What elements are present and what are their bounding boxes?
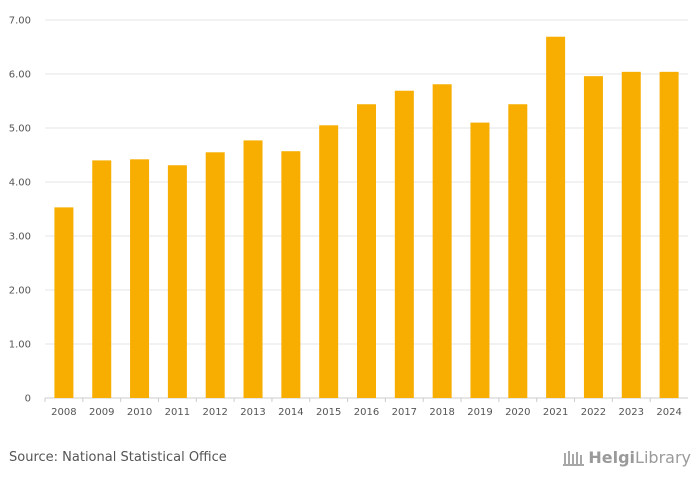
x-tick-label: 2021: [543, 407, 568, 418]
source-note: Source: National Statistical Office: [9, 450, 227, 465]
bar-2024[interactable]: [659, 71, 679, 398]
x-tick-label: 2013: [240, 407, 265, 418]
helgi-library-logo[interactable]: Helgi Library: [563, 448, 691, 467]
bar-2020[interactable]: [508, 104, 528, 399]
bar-2011[interactable]: [167, 165, 187, 398]
bar-chart: 01.002.003.004.005.006.007.00 2008 2009 20…: [9, 16, 688, 418]
logo-text-bold: Helgi: [588, 448, 636, 467]
x-tick-label: 2009: [89, 407, 114, 418]
bar-2016[interactable]: [357, 104, 376, 399]
bar-2014[interactable]: [281, 151, 301, 398]
x-tick-label: 2011: [165, 407, 190, 418]
bar-2010[interactable]: [130, 159, 150, 398]
x-tick-label: 2014: [278, 407, 303, 418]
bar-2022[interactable]: [583, 76, 603, 398]
y-tick-label: 4.00: [9, 178, 31, 189]
x-tick-label: 2008: [51, 407, 76, 418]
bar-2018[interactable]: [432, 84, 452, 398]
x-tick-label: 2024: [656, 407, 681, 418]
x-tick-label: 2010: [127, 407, 152, 418]
y-tick-label: 6.00: [9, 70, 31, 81]
x-tick-label: 2020: [505, 407, 530, 418]
bar-2015[interactable]: [319, 125, 339, 399]
y-tick-label: 1.00: [9, 340, 31, 351]
logo-text-rest: Library: [635, 448, 691, 467]
bar-2008[interactable]: [54, 207, 74, 398]
y-tick-label: 5.00: [9, 124, 31, 135]
bar-2017[interactable]: [394, 90, 414, 399]
bar-2021[interactable]: [546, 36, 566, 399]
bar-2009[interactable]: [92, 160, 112, 398]
y-tick-label: 0: [25, 394, 31, 405]
y-axis-ticks: 0 1.00 2.00 3.00 4.00 5.00 6.00 7.00: [9, 16, 31, 405]
x-axis-ticks: 2008 2009 2010 2011 2012 2013 2014 2015 2016 2017…: [44, 398, 682, 418]
bar-2012[interactable]: [205, 152, 225, 398]
bar-2019[interactable]: [470, 122, 490, 398]
x-tick-label: 2023: [619, 407, 644, 418]
y-tick-label: 3.00: [9, 232, 31, 243]
bar-2023[interactable]: [621, 71, 641, 398]
x-tick-label: 2016: [354, 407, 379, 418]
x-tick-label: 2015: [316, 407, 341, 418]
x-tick-label: 2012: [202, 407, 227, 418]
library-building-icon: [563, 450, 585, 466]
x-tick-label: 2019: [467, 407, 492, 418]
x-tick-label: 2018: [429, 407, 454, 418]
x-tick-label: 2022: [581, 407, 606, 418]
y-tick-label: 2.00: [9, 286, 31, 297]
x-tick-label: 2017: [392, 407, 417, 418]
y-tick-label: 7.00: [9, 16, 31, 27]
bars: [54, 36, 679, 399]
bar-2013[interactable]: [243, 140, 263, 399]
